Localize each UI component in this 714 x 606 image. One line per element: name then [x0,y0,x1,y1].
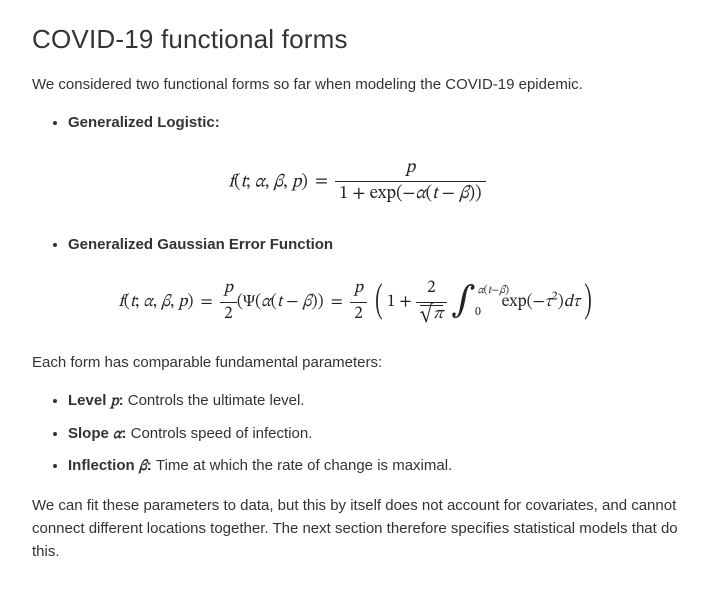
math-fraction: p 1 + exp(−α(t − β)) [335,158,485,206]
list-item: Generalized Logistic: [68,110,682,136]
right-paren-icon: ) [583,285,592,320]
math-two: 2 [224,306,232,323]
left-paren-icon: ( [375,285,384,320]
math-fraction: p 2 [220,279,237,325]
math-var-tau: τ [545,294,552,311]
equals-sign: = [193,294,219,311]
math-var-beta: β [161,294,170,311]
math-fn: f [119,294,124,311]
form-label-logistic: Generalized Logistic: [68,114,220,131]
list-item: Inflection β: Time at which the rate of … [68,453,682,480]
math-var-alpha: α [255,173,265,191]
math-var-p: p [224,280,233,297]
math-var-t: t [130,294,135,311]
math-var-t: t [240,173,246,191]
math-two: 2 [354,306,362,323]
list-item: Slope α: Controls speed of infection. [68,421,682,448]
document-page: COVID-19 functional forms We considered … [0,0,714,606]
math-fn: f [229,173,235,191]
integral-symbol: ∫ α(t−β) 0 [451,286,477,318]
params-intro: Each form has comparable fundamental par… [32,351,682,374]
math-var-beta: β [499,285,505,296]
math-exp: exp [370,185,396,203]
math-var-beta: β [302,294,311,311]
equals-sign: = [324,294,350,311]
math-var-t: t [277,294,282,311]
math-one: 1 [339,185,348,203]
math-fraction: 2 √π [416,279,448,325]
math-var-alpha: α [415,185,425,203]
math-pi: π [433,306,443,323]
integral-icon: ∫ [451,284,475,319]
math-var-tau: τ [573,294,580,311]
param-level-symbol: p [111,394,119,409]
intro-paragraph: We considered two functional forms so fa… [32,73,682,96]
math-two: 2 [427,280,435,297]
param-level-label: Level [68,392,106,409]
math-var-beta: β [459,185,469,203]
math-squared: 2 [552,291,558,303]
math-d: d [564,294,573,311]
math-var-alpha: α [478,285,484,296]
math-numerator-p: p [406,159,416,177]
math-var-alpha: α [143,294,153,311]
integral-lower: 0 [475,305,481,319]
param-inflection-label: Inflection [68,457,135,474]
math-one: 1 [387,294,395,311]
list-item: Generalized Gaussian Error Function [68,232,682,258]
equation-gaussian-erf: f(t; α, β, p) = p 2 (Ψ(α(t − β)) = p 2 (… [32,279,682,325]
math-var-t: t [432,185,438,203]
equals-sign: = [308,173,335,191]
param-slope-desc: Controls speed of infection. [126,425,312,442]
list-item: Level p: Controls the ultimate level. [68,388,682,415]
parameters-list: Level p: Controls the ultimate level. Sl… [32,388,682,480]
page-title: COVID-19 functional forms [32,24,682,55]
math-psi: Ψ [243,294,255,311]
math-var-p: p [354,280,363,297]
closing-paragraph: We can fit these parameters to data, but… [32,494,682,564]
param-slope-label: Slope [68,425,109,442]
equation-logistic: f(t; α, β, p) = p 1 + exp(−α(t − β)) [32,158,682,206]
functional-forms-list: Generalized Logistic: [32,110,682,136]
math-var-t: t [488,285,491,296]
param-slope-symbol: α [113,427,121,442]
functional-forms-list-2: Generalized Gaussian Error Function [32,232,682,258]
param-inflection-desc: Time at which the rate of change is maxi… [152,457,452,474]
math-fraction: p 2 [350,279,367,325]
param-inflection-symbol: β [139,459,147,474]
sqrt-icon: √ [420,306,434,323]
math-var-beta: β [274,173,284,191]
math-var-p: p [178,294,187,311]
math-var-alpha: α [261,294,271,311]
math-var-p: p [292,173,302,191]
param-level-desc: Controls the ultimate level. [124,392,305,409]
form-label-gaussian: Generalized Gaussian Error Function [68,236,333,253]
